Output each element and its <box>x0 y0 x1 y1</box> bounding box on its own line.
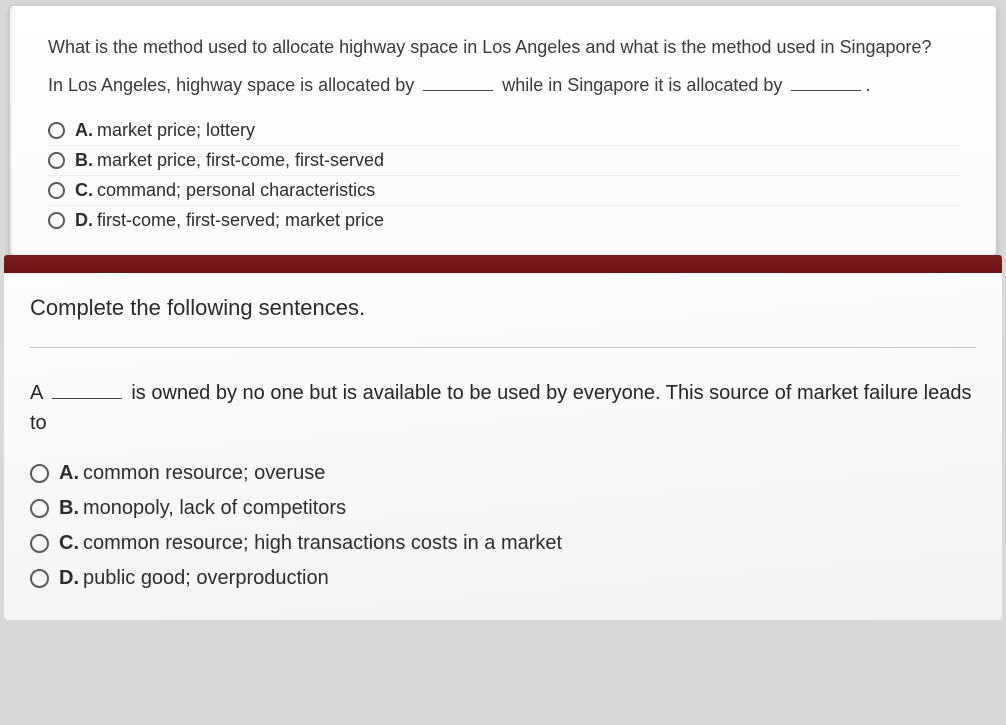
question-fill: In Los Angeles, highway space is allocat… <box>48 72 960 98</box>
option-letter: C. <box>75 180 93 200</box>
question-card-1: What is the method used to allocate high… <box>10 6 996 255</box>
option-letter: B. <box>59 497 79 519</box>
options-list-1: A.market price; lottery B.market price, … <box>48 116 960 235</box>
divider <box>30 347 976 348</box>
question-fill-2: A is owned by no one but is available to… <box>30 378 976 438</box>
fill-mid: while in Singapore it is allocated by <box>497 75 787 95</box>
radio-icon[interactable] <box>30 499 49 518</box>
option-text: common resource; high transactions costs… <box>83 532 562 554</box>
option-letter: B. <box>75 150 93 170</box>
option-text: first-come, first-served; market price <box>97 210 384 230</box>
question-prompt: What is the method used to allocate high… <box>48 34 960 60</box>
option-b[interactable]: B.monopoly, lack of competitors <box>30 491 976 526</box>
option-letter: C. <box>59 532 79 554</box>
radio-icon[interactable] <box>30 464 49 483</box>
option-letter: D. <box>75 210 93 230</box>
option-text: market price, first-come, first-served <box>97 150 384 170</box>
radio-icon[interactable] <box>48 152 65 169</box>
option-c[interactable]: C.command; personal characteristics <box>48 175 960 205</box>
option-text: monopoly, lack of competitors <box>83 497 346 519</box>
option-c[interactable]: C.common resource; high transactions cos… <box>30 526 976 561</box>
option-letter: A. <box>59 462 79 484</box>
section-title: Complete the following sentences. <box>30 295 976 321</box>
option-d[interactable]: D.public good; overproduction <box>30 561 976 596</box>
fill-end: . <box>865 75 870 95</box>
blank-1 <box>423 73 493 91</box>
option-text: common resource; overuse <box>83 462 325 484</box>
option-b[interactable]: B.market price, first-come, first-served <box>48 145 960 175</box>
q2-pre: A <box>30 382 48 404</box>
fill-pre: In Los Angeles, highway space is allocat… <box>48 75 419 95</box>
option-text: command; personal characteristics <box>97 180 375 200</box>
option-letter: A. <box>75 120 93 140</box>
blank-2 <box>791 73 861 91</box>
option-a[interactable]: A.market price; lottery <box>48 116 960 145</box>
radio-icon[interactable] <box>48 122 65 139</box>
question-body-2: Complete the following sentences. A is o… <box>4 273 1002 620</box>
option-text: market price; lottery <box>97 120 255 140</box>
option-d[interactable]: D.first-come, first-served; market price <box>48 205 960 235</box>
question-card-2: Complete the following sentences. A is o… <box>4 255 1002 620</box>
radio-icon[interactable] <box>48 212 65 229</box>
option-a[interactable]: A.common resource; overuse <box>30 456 976 491</box>
blank-3 <box>52 379 122 399</box>
radio-icon[interactable] <box>30 534 49 553</box>
option-letter: D. <box>59 567 79 589</box>
radio-icon[interactable] <box>30 569 49 588</box>
radio-icon[interactable] <box>48 182 65 199</box>
q2-post: is owned by no one but is available to b… <box>30 382 971 434</box>
option-text: public good; overproduction <box>83 567 329 589</box>
options-list-2: A.common resource; overuse B.monopoly, l… <box>30 456 976 596</box>
